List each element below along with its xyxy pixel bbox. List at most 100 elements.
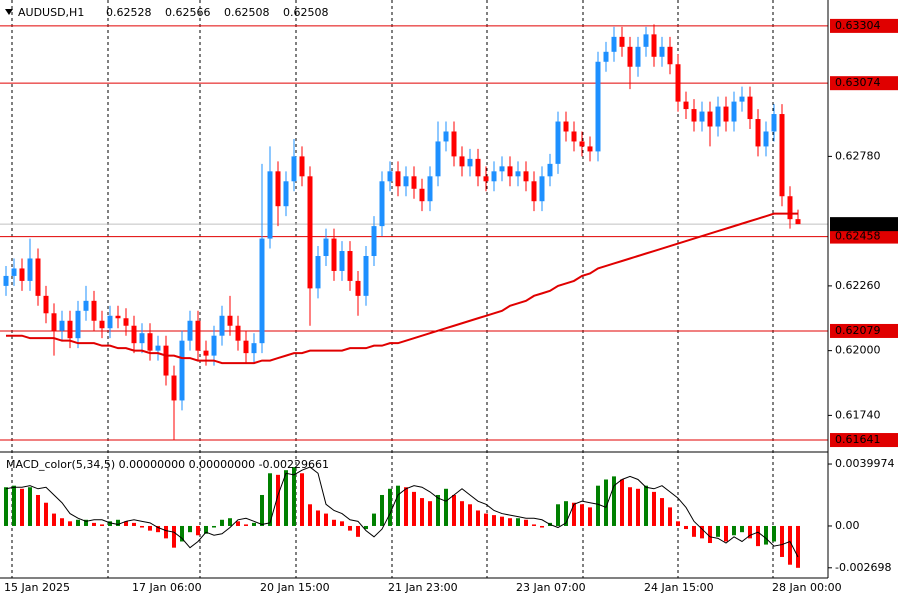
candle-body [251, 343, 257, 354]
candle-body [499, 166, 505, 172]
macd-bar [476, 510, 480, 526]
macd-bar [236, 521, 240, 526]
macd-bar [532, 524, 536, 526]
candle-body [795, 219, 801, 225]
macd-bar [508, 518, 512, 526]
macd-bar [604, 479, 608, 526]
macd-bar [428, 501, 432, 526]
candle-body [299, 156, 305, 177]
macd-bar [284, 470, 288, 526]
macd-bar [52, 513, 56, 526]
candle-body [163, 345, 169, 376]
macd-bar [212, 525, 216, 528]
x-tick-label: 20 Jan 15:00 [260, 581, 330, 594]
macd-bar [684, 525, 688, 530]
menu-triangle[interactable] [5, 9, 13, 15]
macd-bar [700, 525, 704, 539]
level-label-box [830, 229, 898, 244]
y-tick-label: 0.62260 [835, 279, 881, 292]
macd-bar [180, 525, 184, 542]
candle-body [603, 51, 609, 62]
macd-bar [300, 473, 304, 526]
candle-body [683, 101, 689, 110]
macd-bar [148, 525, 152, 531]
y-tick-label: 0.0039974 [835, 457, 895, 470]
candle-body [555, 121, 561, 164]
candle-body [155, 345, 161, 351]
macd-bar [524, 519, 528, 526]
macd-bar [388, 488, 392, 526]
candle-body [291, 156, 297, 182]
candle-body [523, 171, 529, 182]
macd-bar [164, 525, 168, 539]
candle-body [235, 325, 241, 341]
candle-body [267, 171, 273, 239]
macd-bar [772, 525, 776, 542]
candle-body [283, 181, 289, 207]
candle-body [619, 36, 625, 47]
macd-bar [172, 525, 176, 548]
level-label: 0.63074 [835, 76, 881, 89]
candle-body [339, 251, 345, 271]
macd-bar [268, 473, 272, 526]
candle-body [107, 315, 113, 329]
candle-body [75, 310, 81, 339]
candle-body [27, 258, 33, 281]
candle-body [787, 196, 793, 220]
candle-body [491, 171, 497, 182]
macd-bar [28, 487, 32, 526]
macd-bar [572, 502, 576, 526]
candle-body [427, 176, 433, 202]
signal-line [5, 466, 799, 558]
candle-body [651, 34, 657, 57]
candle-body [459, 156, 465, 167]
macd-bar [20, 488, 24, 526]
macd-bar [460, 501, 464, 526]
macd-bar [412, 491, 416, 526]
macd-bar [92, 522, 96, 526]
macd-bar [156, 525, 160, 533]
candle-body [43, 295, 49, 314]
macd-bar [620, 479, 624, 526]
macd-bar [84, 519, 88, 526]
candle-body [227, 315, 233, 326]
candle-body [83, 300, 89, 311]
candle-body [355, 280, 361, 296]
macd-bar [484, 513, 488, 526]
macd-bar [732, 525, 736, 536]
ohlc-high: 0.62566 [165, 6, 211, 19]
candle-body [387, 171, 393, 182]
macd-bar [324, 513, 328, 526]
candle-body [91, 300, 97, 321]
macd-bar [756, 525, 760, 547]
level-label: 0.62079 [835, 324, 881, 337]
macd-bar [492, 515, 496, 526]
candle-body [315, 256, 321, 289]
macd-bar [12, 485, 16, 526]
macd-bar [612, 476, 616, 526]
level-label-box [830, 433, 898, 448]
candle-body [419, 188, 425, 202]
candle-body [195, 320, 201, 351]
macd-bar [372, 513, 376, 526]
macd-bar [580, 504, 584, 526]
candle-body [747, 96, 753, 120]
candle-body [667, 46, 673, 65]
macd-bar [228, 518, 232, 526]
candle-body [763, 131, 769, 147]
candle-body [475, 158, 481, 177]
candle-body [19, 268, 25, 281]
candle-body [483, 176, 489, 182]
level-label: 0.62458 [835, 230, 881, 243]
macd-bar [340, 521, 344, 526]
x-tick-label: 24 Jan 15:00 [644, 581, 714, 594]
candle-body [675, 64, 681, 102]
y-tick-label: 0.62000 [835, 344, 881, 357]
candle-body [443, 131, 449, 142]
day-separators [11, 0, 774, 578]
candle-body [579, 141, 585, 147]
plot-layer [0, 24, 828, 568]
